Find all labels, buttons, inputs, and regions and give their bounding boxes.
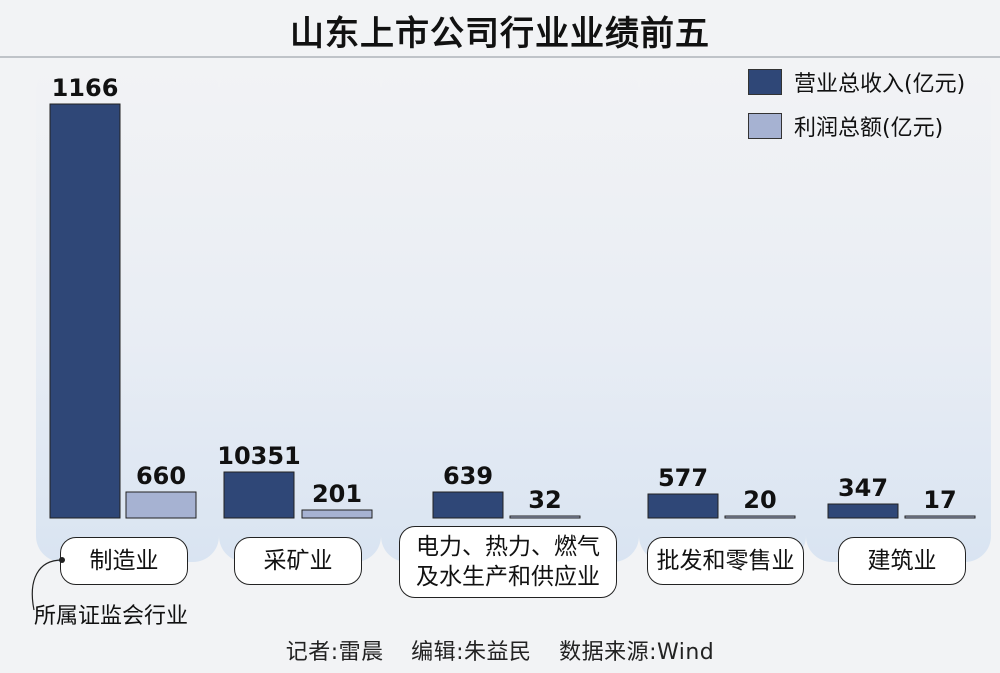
category-label-line: 批发和零售业	[656, 548, 795, 574]
category-axis-note: 所属证监会行业	[34, 604, 189, 629]
category-label-box: 建筑业	[838, 537, 966, 585]
data-label-profit: 20	[743, 486, 776, 514]
chart-title: 山东上市公司行业业绩前五	[290, 14, 710, 54]
category-label-line: 制造业	[89, 548, 159, 574]
bar-revenue	[827, 503, 899, 519]
category-band	[381, 64, 639, 562]
legend: 营业总收入(亿元) 利润总额(亿元)	[748, 64, 965, 152]
legend-swatch-profit	[748, 113, 782, 139]
data-label-revenue: 639	[443, 462, 493, 490]
data-label-revenue: 1166	[52, 74, 119, 102]
title-divider	[0, 56, 1000, 58]
data-label-revenue: 577	[658, 464, 708, 492]
data-label-revenue: 10351	[217, 442, 301, 470]
data-label-profit: 660	[136, 462, 186, 490]
data-label-revenue: 347	[838, 474, 888, 502]
legend-swatch-revenue	[748, 69, 782, 95]
category-label-box: 制造业	[60, 537, 188, 585]
reporter-credit: 记者:雷晨	[285, 640, 384, 665]
legend-item-revenue: 营业总收入(亿元)	[748, 64, 965, 100]
data-label-profit: 32	[528, 486, 561, 514]
footer-credits: 记者:雷晨 编辑:朱益民 数据来源:Wind	[0, 634, 1000, 666]
category-label-line: 采矿业	[263, 548, 333, 574]
data-label-profit: 17	[923, 486, 956, 514]
category-band	[806, 64, 991, 562]
bar-profit	[301, 509, 373, 519]
bar-revenue	[432, 491, 504, 519]
note-leader-line	[31, 559, 63, 611]
legend-item-profit: 利润总额(亿元)	[748, 108, 965, 144]
category-label-line: 及水生产和供应业	[416, 564, 600, 590]
legend-label-revenue: 营业总收入(亿元)	[794, 72, 966, 97]
bar-profit	[724, 515, 796, 519]
bar-profit	[125, 491, 197, 519]
bar-revenue	[49, 103, 121, 519]
bar-revenue	[647, 493, 719, 519]
category-label-box: 批发和零售业	[647, 537, 804, 585]
category-label-line: 建筑业	[867, 548, 937, 574]
category-label-box: 电力、热力、燃气 及水生产和供应业	[399, 526, 617, 598]
legend-label-profit: 利润总额(亿元)	[794, 116, 944, 141]
bar-revenue	[223, 471, 295, 519]
category-label-box: 采矿业	[234, 537, 362, 585]
category-band	[639, 64, 806, 562]
category-label-line: 电力、热力、燃气	[416, 534, 600, 560]
note-leader-dot	[59, 557, 65, 563]
bar-profit	[904, 515, 976, 519]
editor-credit: 编辑:朱益民	[411, 640, 532, 665]
source-credit: 数据来源:Wind	[559, 640, 715, 665]
bar-profit	[509, 515, 581, 519]
data-label-profit: 201	[312, 480, 362, 508]
